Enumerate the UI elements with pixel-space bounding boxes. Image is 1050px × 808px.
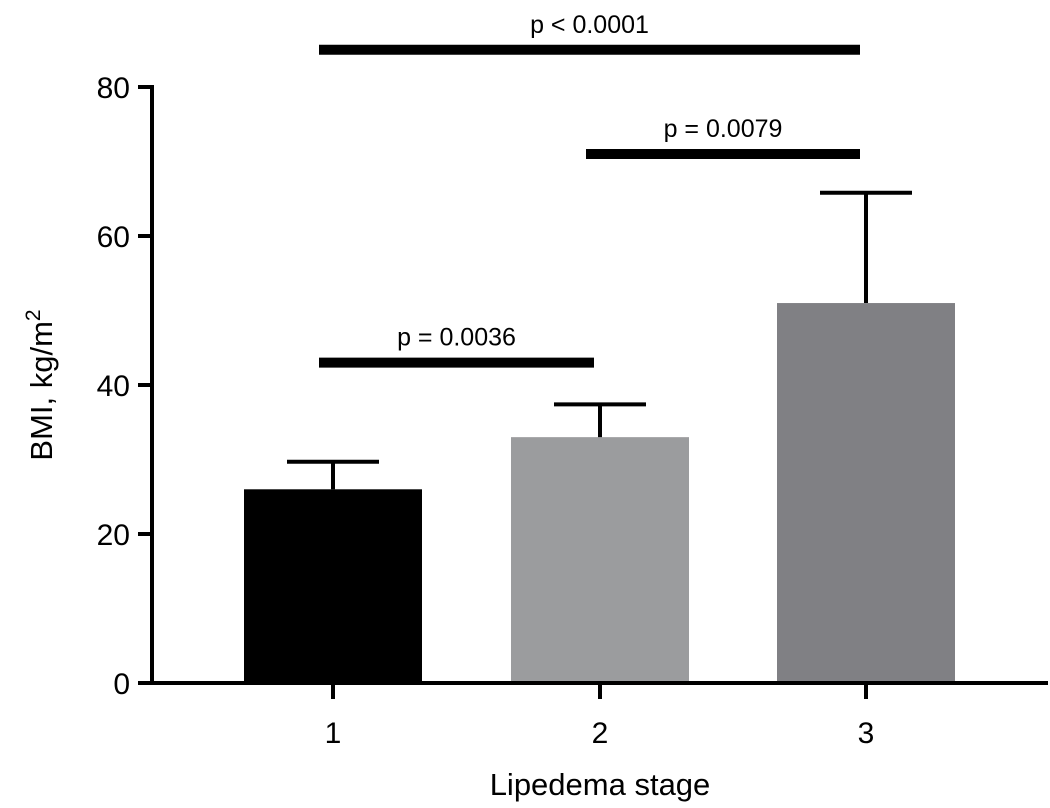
bars-group	[244, 303, 955, 683]
y-tick-label: 60	[97, 221, 130, 254]
x-ticks-group: 1 2 3	[325, 683, 875, 750]
bar-stage-1	[244, 489, 422, 683]
y-axis-title-superscript: 2	[22, 309, 45, 321]
significance-group: p = 0.0036 p = 0.0079 p < 0.0001	[319, 11, 860, 368]
x-tick-label: 1	[325, 717, 342, 750]
significance-label: p < 0.0001	[530, 11, 649, 39]
bar-stage-2	[511, 437, 689, 683]
y-tick-label: 0	[113, 668, 130, 701]
bar-stage-3	[777, 303, 955, 683]
significance-label: p = 0.0079	[664, 115, 783, 143]
y-tick-label: 80	[97, 72, 130, 105]
significance-label: p = 0.0036	[397, 324, 516, 352]
x-tick-label: 2	[592, 717, 609, 750]
y-tick-label: 20	[97, 519, 130, 552]
y-axis-title-text: BMI, kg/m	[24, 321, 59, 461]
y-tick-label: 40	[97, 370, 130, 403]
y-axis-title: BMI, kg/m2	[22, 309, 59, 460]
x-tick-label: 3	[858, 717, 875, 750]
x-axis-title: Lipedema stage	[490, 767, 711, 802]
y-ticks-group: 0 20 40 60 80	[97, 72, 152, 701]
error-bars-group	[287, 190, 912, 490]
